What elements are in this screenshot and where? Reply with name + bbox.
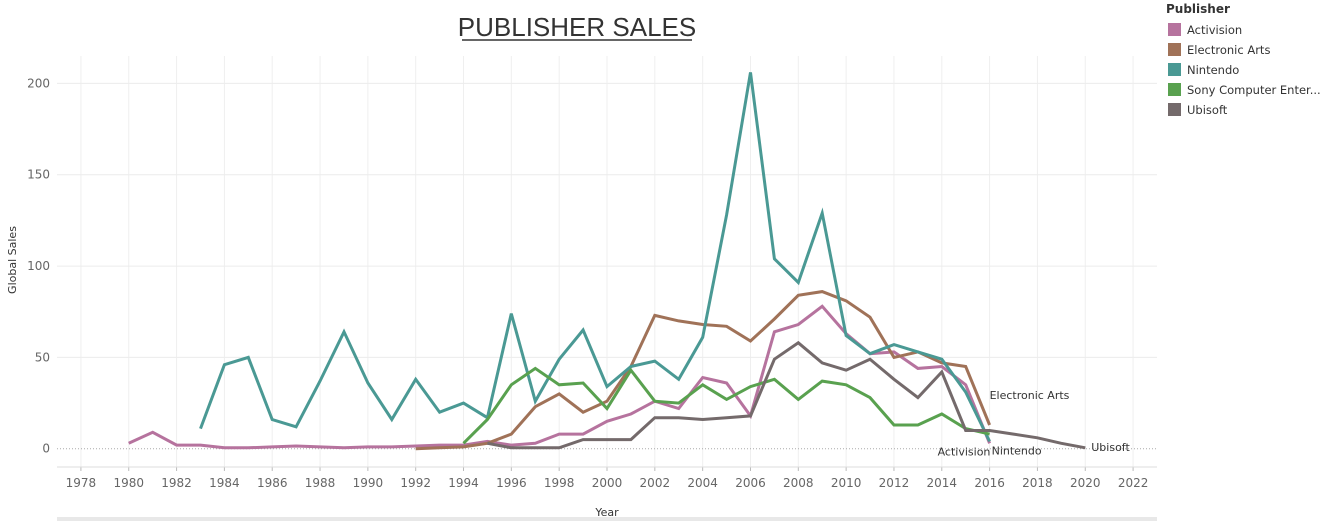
series-lines bbox=[128, 72, 1086, 451]
x-tick-label: 1980 bbox=[113, 476, 144, 490]
x-tick-label: 1982 bbox=[161, 476, 192, 490]
series-end-label-0: Activision bbox=[938, 445, 991, 458]
legend-item-label: Activision bbox=[1187, 23, 1242, 37]
legend-swatch bbox=[1168, 63, 1181, 76]
x-tick-label: 1992 bbox=[400, 476, 431, 490]
y-tick-label: 50 bbox=[35, 350, 50, 364]
legend-swatch bbox=[1168, 103, 1181, 116]
x-tick-label: 1994 bbox=[448, 476, 479, 490]
series-line-2 bbox=[199, 72, 991, 443]
legend-item-label: Ubisoft bbox=[1187, 103, 1228, 117]
x-tick-label: 2006 bbox=[735, 476, 766, 490]
x-tick-label: 1984 bbox=[209, 476, 240, 490]
x-tick-label: 2010 bbox=[831, 476, 862, 490]
x-tick-label: 2004 bbox=[687, 476, 718, 490]
x-tick-label: 2002 bbox=[640, 476, 671, 490]
y-tick-label: 0 bbox=[42, 442, 50, 456]
series-line-1 bbox=[415, 290, 991, 451]
x-tick-label: 2022 bbox=[1118, 476, 1149, 490]
legend: Publisher Activision Electronic Arts Ninte… bbox=[1166, 2, 1321, 117]
gridlines bbox=[57, 56, 1157, 467]
x-tick-label: 1998 bbox=[544, 476, 575, 490]
x-tick-label: 1978 bbox=[66, 476, 97, 490]
legend-item-label: Nintendo bbox=[1187, 63, 1239, 77]
end-labels: Activision Electronic Arts Nintendo Ubisoft bbox=[938, 389, 1131, 458]
series-end-label-2: Nintendo bbox=[992, 444, 1042, 457]
series-end-label-4: Ubisoft bbox=[1091, 441, 1130, 454]
x-tick-label: 1996 bbox=[496, 476, 527, 490]
legend-swatch bbox=[1168, 43, 1181, 56]
x-tick-label: 2016 bbox=[974, 476, 1005, 490]
x-tick-label: 1986 bbox=[257, 476, 288, 490]
y-tick-label: 100 bbox=[27, 259, 50, 273]
x-tick-label: 2008 bbox=[783, 476, 814, 490]
legend-item-label: Electronic Arts bbox=[1187, 43, 1270, 57]
x-tick-label: 2000 bbox=[592, 476, 623, 490]
legend-swatch bbox=[1168, 23, 1181, 36]
series-line-3 bbox=[462, 366, 990, 445]
series-line-4 bbox=[487, 340, 1086, 450]
y-tick-label: 200 bbox=[27, 76, 50, 90]
x-tick-label: 2014 bbox=[927, 476, 958, 490]
series-end-label-1: Electronic Arts bbox=[990, 389, 1070, 402]
x-tick-label: 1988 bbox=[305, 476, 336, 490]
chart-title: PUBLISHER SALES bbox=[458, 12, 696, 42]
x-tick-label: 2012 bbox=[879, 476, 910, 490]
legend-title: Publisher bbox=[1166, 2, 1230, 16]
x-tick-label: 2018 bbox=[1022, 476, 1053, 490]
y-axis-label: Global Sales bbox=[6, 226, 19, 294]
y-tick-label: 150 bbox=[27, 168, 50, 182]
x-tick-label: 2020 bbox=[1070, 476, 1101, 490]
x-axis-label: Year bbox=[594, 506, 619, 519]
axis-ticks: 1978 1980 1982 1984 1986 1988 1990 1992 1994 1996… bbox=[27, 76, 1157, 490]
legend-swatch bbox=[1168, 83, 1181, 96]
x-tick-label: 1990 bbox=[353, 476, 384, 490]
legend-item-label: Sony Computer Enter... bbox=[1187, 83, 1321, 97]
